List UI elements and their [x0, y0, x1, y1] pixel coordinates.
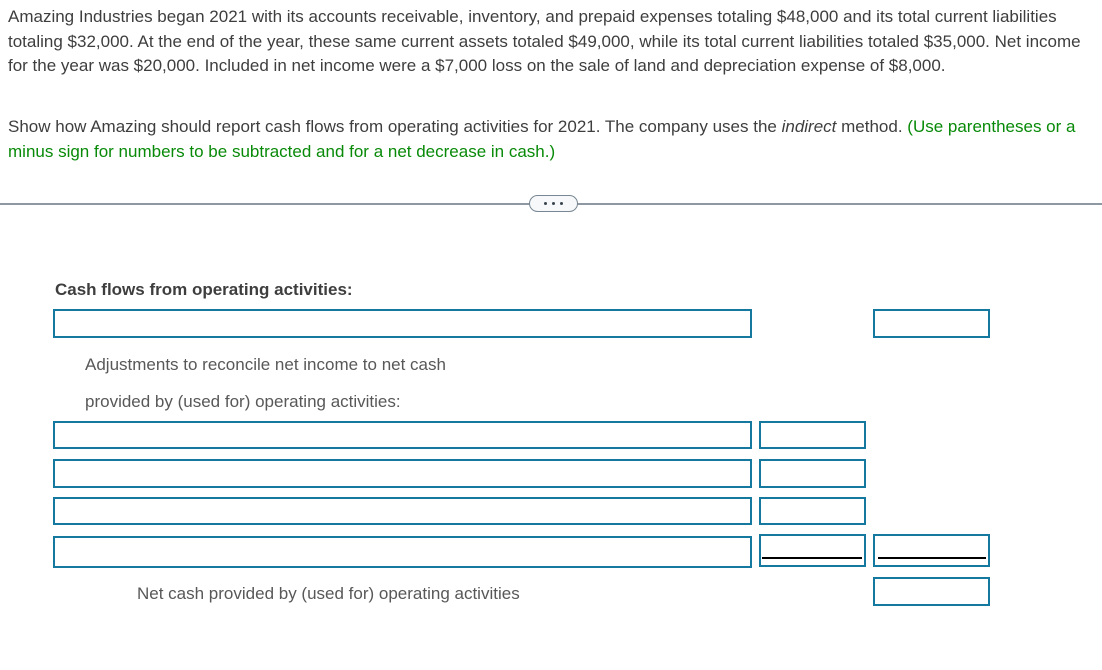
instruction-text-mid: method.: [836, 117, 908, 136]
instruction-text-pre: Show how Amazing should report cash flow…: [8, 117, 782, 136]
adjustment4-description-input[interactable]: [53, 536, 752, 568]
adjustment2-amount-input[interactable]: [759, 459, 866, 488]
problem-statement-text: Amazing Industries began 2021 with its a…: [8, 7, 1081, 75]
ellipsis-icon: [544, 202, 563, 205]
adjustment4-amount-input[interactable]: [759, 534, 866, 567]
adjustment2-description-input[interactable]: [53, 459, 752, 488]
subtotal-rule-right: [878, 557, 986, 559]
adjustments-label-line1: Adjustments to reconcile net income to n…: [85, 355, 446, 374]
task-instructions: Show how Amazing should report cash flow…: [8, 115, 1096, 164]
instruction-method-word: indirect: [781, 117, 837, 136]
subtotal-rule-middle: [762, 557, 862, 559]
collapse-toggle-button[interactable]: [529, 195, 578, 212]
operating-line-amount-input[interactable]: [873, 309, 990, 338]
adjustment1-amount-input[interactable]: [759, 421, 866, 449]
operating-line-description-input[interactable]: [53, 309, 752, 338]
adjustments-label-line2: provided by (used for) operating activit…: [85, 392, 401, 411]
adjustment4-total-input[interactable]: [873, 534, 990, 567]
adjustment3-amount-input[interactable]: [759, 497, 866, 525]
net-cash-amount-input[interactable]: [873, 577, 990, 606]
adjustment1-description-input[interactable]: [53, 421, 752, 449]
net-cash-label: Net cash provided by (used for) operatin…: [137, 584, 520, 603]
statement-section-header: Cash flows from operating activities:: [55, 280, 353, 299]
adjustment3-description-input[interactable]: [53, 497, 752, 525]
instruction-green-note: (Use parentheses or a minus sign for num…: [8, 117, 1076, 161]
problem-statement: Amazing Industries began 2021 with its a…: [8, 5, 1096, 79]
